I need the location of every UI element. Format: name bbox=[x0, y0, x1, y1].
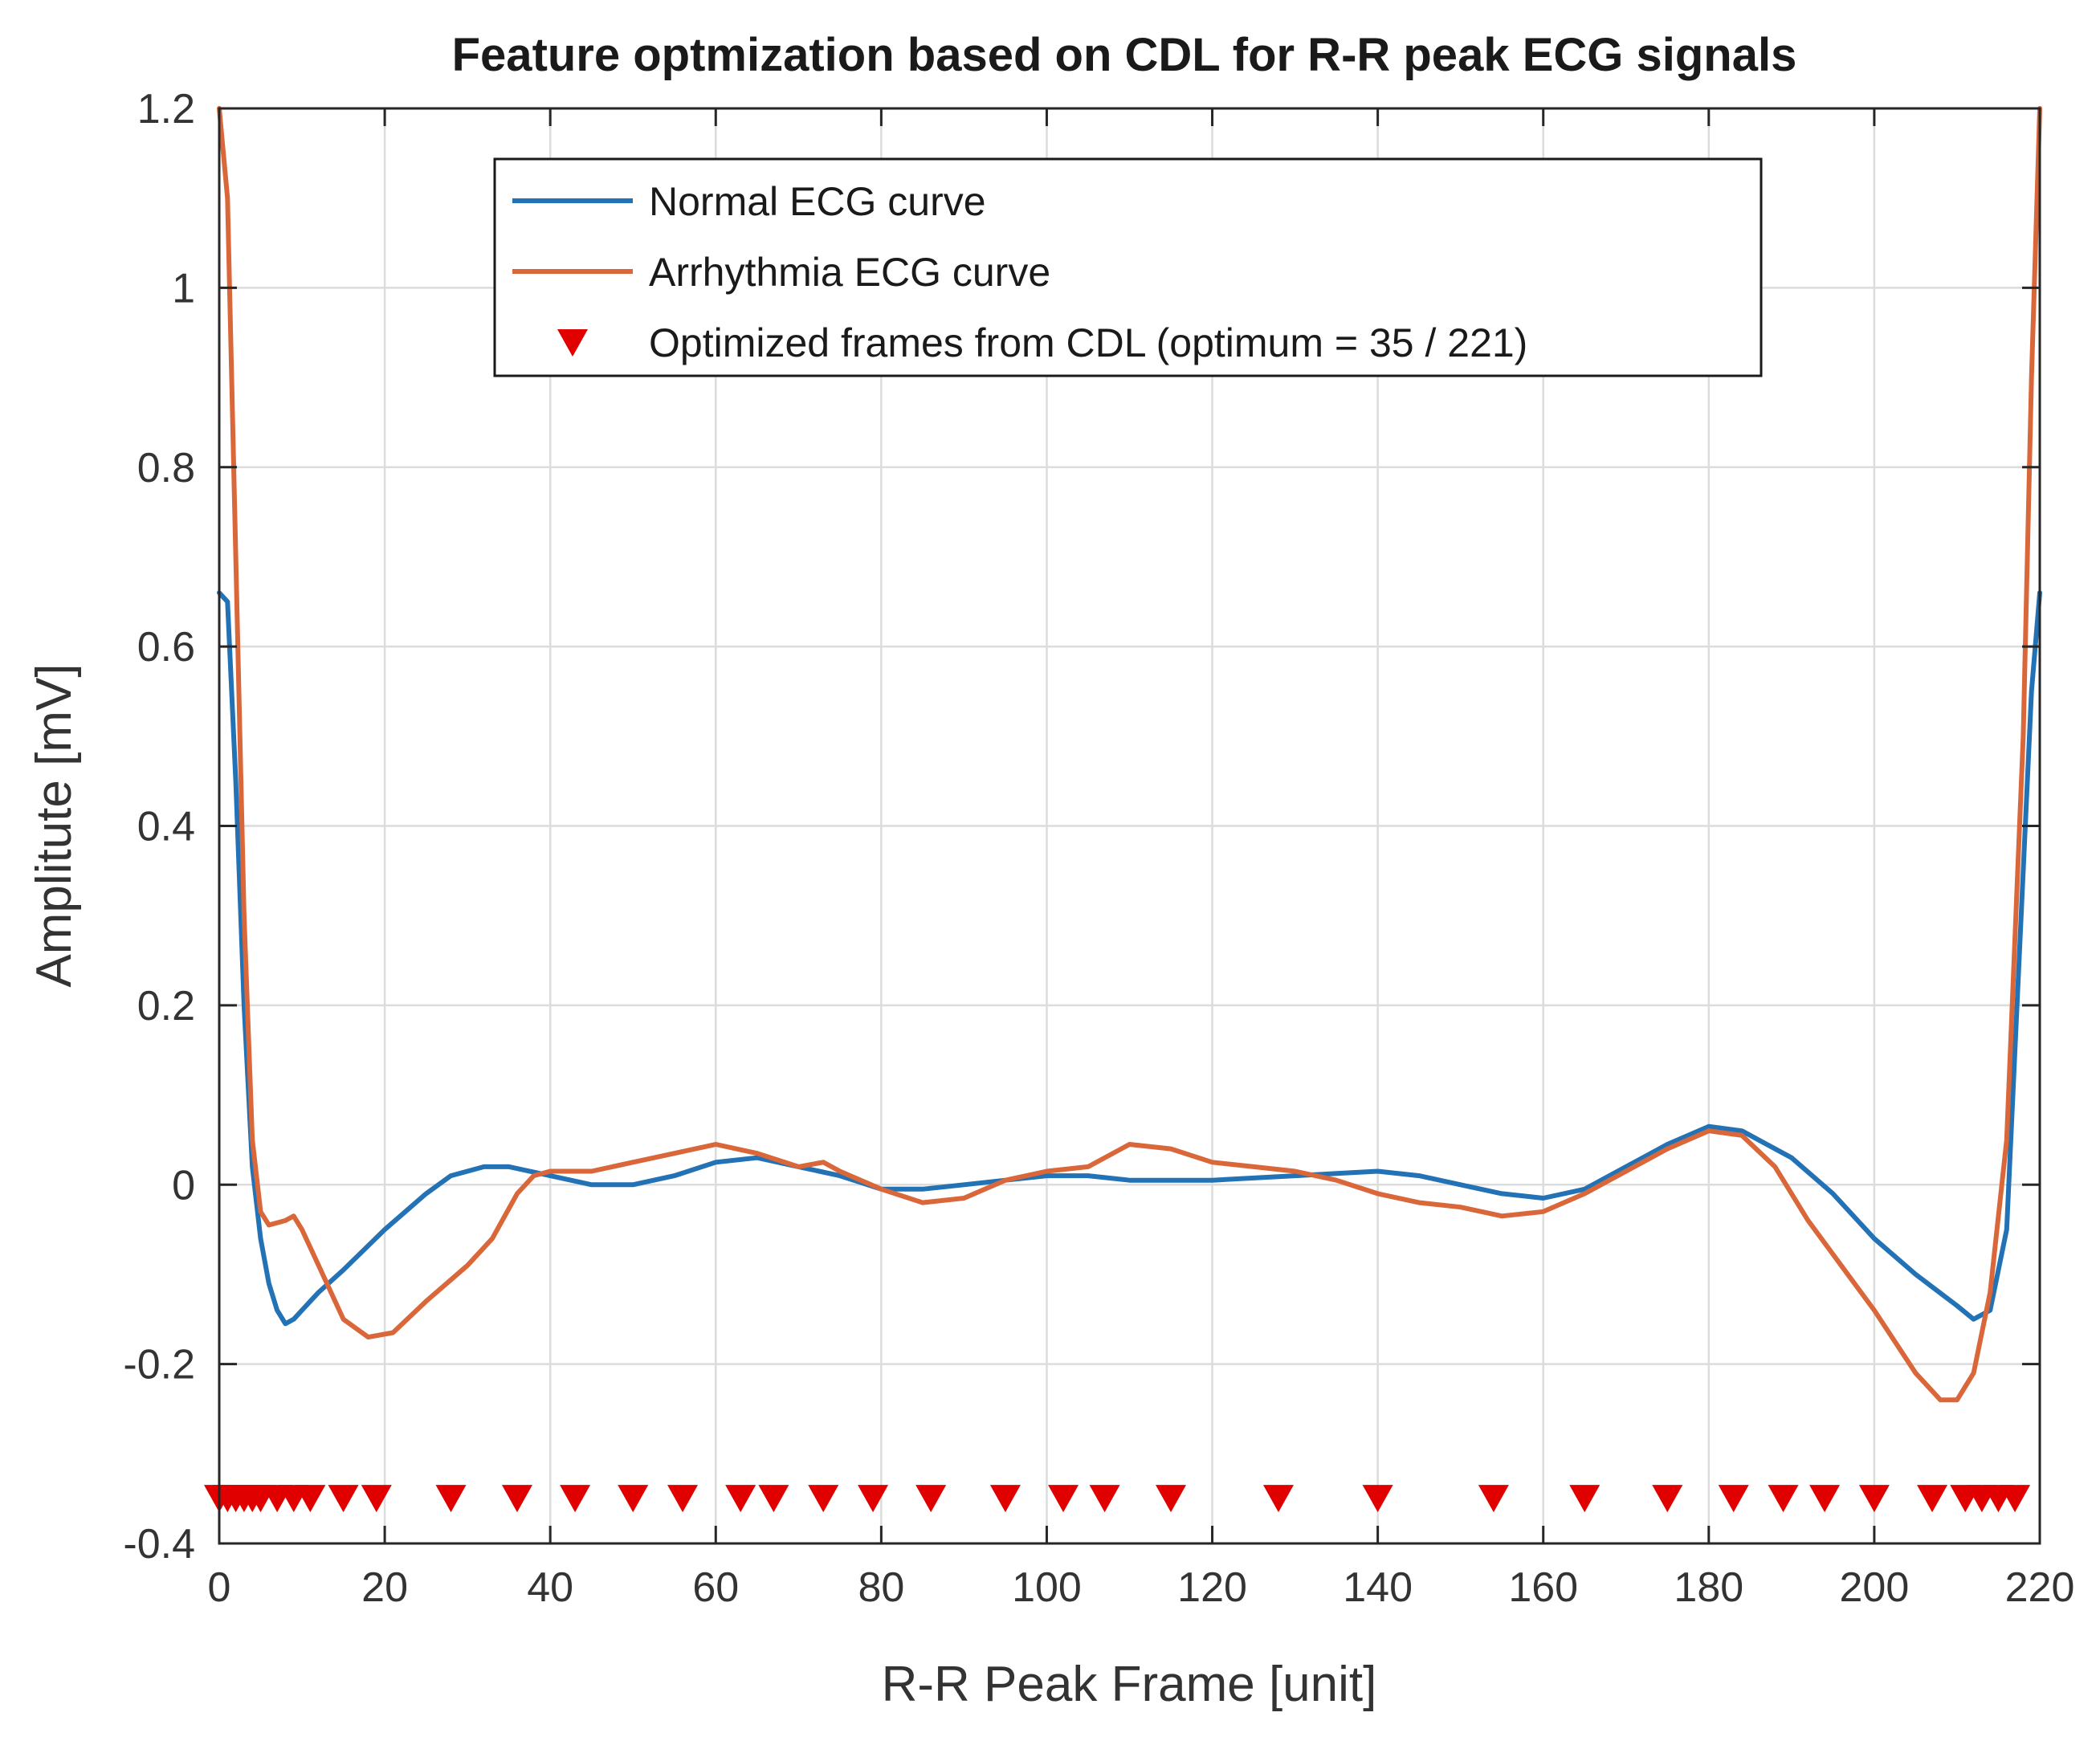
optimized-frame-marker bbox=[915, 1485, 947, 1513]
y-tick-labels: -0.4 -0.2 0 0.2 0.4 0.6 0.8 1 1.2 bbox=[123, 86, 195, 1568]
optimized-frame-marker bbox=[1048, 1485, 1079, 1513]
optimized-frame-marker bbox=[1858, 1485, 1890, 1513]
optimized-frame-marker bbox=[1768, 1485, 1799, 1513]
x-tick-label: 40 bbox=[527, 1564, 573, 1611]
x-tick-label: 0 bbox=[208, 1564, 231, 1611]
optimized-frame-marker bbox=[1569, 1485, 1600, 1513]
optimized-frame-marker bbox=[1652, 1485, 1683, 1513]
optimized-frame-marker bbox=[328, 1485, 359, 1513]
optimized-frame-marker bbox=[560, 1485, 591, 1513]
y-tick-label: -0.2 bbox=[123, 1342, 195, 1388]
x-tick-label: 120 bbox=[1177, 1564, 1247, 1611]
optimized-frame-marker bbox=[989, 1485, 1021, 1513]
x-tick-labels: 0 20 40 60 80 100 120 140 160 180 200 220 bbox=[208, 1564, 2075, 1611]
optimized-frame-marker bbox=[1262, 1485, 1294, 1513]
optimized-frame-marker bbox=[1362, 1485, 1393, 1513]
y-tick-label: 0.8 bbox=[137, 445, 195, 491]
y-tick-label: 0.4 bbox=[137, 804, 195, 850]
y-tick-label: 1 bbox=[172, 265, 195, 312]
x-axis-label: R-R Peak Frame [unit] bbox=[882, 1657, 1377, 1712]
y-tick-label: 0.2 bbox=[137, 983, 195, 1030]
optimized-frame-marker bbox=[361, 1485, 392, 1513]
optimized-frame-marker bbox=[808, 1485, 839, 1513]
optimized-frame-marker bbox=[858, 1485, 889, 1513]
optimized-frame-marker bbox=[667, 1485, 699, 1513]
legend: Normal ECG curve Arrhythmia ECG curve Op… bbox=[493, 157, 1763, 377]
x-tick-label: 160 bbox=[1508, 1564, 1578, 1611]
arrhythmia-ecg-line bbox=[217, 106, 2042, 1403]
optimized-frame-marker bbox=[618, 1485, 649, 1513]
y-tick-label: 0.6 bbox=[137, 624, 195, 671]
optimized-frame-marker bbox=[501, 1485, 532, 1513]
x-tick-label: 140 bbox=[1343, 1564, 1413, 1611]
optimized-frame-marker bbox=[435, 1485, 467, 1513]
optimized-frame-marker bbox=[1156, 1485, 1187, 1513]
x-tick-label: 200 bbox=[1840, 1564, 1910, 1611]
optimized-frame-marker bbox=[725, 1485, 756, 1513]
x-tick-label: 20 bbox=[361, 1564, 408, 1611]
y-tick-label: -0.4 bbox=[123, 1521, 195, 1568]
axis-ticks bbox=[218, 107, 2041, 1545]
legend-marker-optimized bbox=[557, 329, 588, 357]
chart-title: Feature optmization based on CDL for R-R… bbox=[452, 29, 1797, 81]
optimized-frame-marker bbox=[295, 1485, 326, 1513]
optimized-frame-marker bbox=[1478, 1485, 1509, 1513]
legend-box bbox=[493, 157, 1763, 377]
optimized-frame-marker bbox=[2000, 1485, 2031, 1513]
optimized-frame-marker bbox=[1809, 1485, 1841, 1513]
y-tick-label: 0 bbox=[172, 1162, 195, 1209]
x-tick-label: 80 bbox=[858, 1564, 904, 1611]
normal-ecg-line bbox=[217, 590, 2042, 1327]
x-tick-label: 220 bbox=[2005, 1564, 2075, 1611]
optimized-frame-marker bbox=[1718, 1485, 1749, 1513]
y-axis-label: Amplitute [mV] bbox=[27, 663, 82, 987]
x-tick-label: 60 bbox=[692, 1564, 739, 1611]
legend-label-arrhythmia: Arrhythmia ECG curve bbox=[649, 250, 1050, 295]
x-tick-label: 180 bbox=[1674, 1564, 1743, 1611]
legend-label-optimized: Optimized frames from CDL (optimum = 35 … bbox=[649, 320, 1527, 365]
legend-label-normal: Normal ECG curve bbox=[649, 179, 986, 224]
optimized-frame-marker bbox=[1917, 1485, 1948, 1513]
x-tick-label: 100 bbox=[1012, 1564, 1082, 1611]
optimized-frame-marker bbox=[758, 1485, 789, 1513]
y-tick-label: 1.2 bbox=[137, 86, 195, 133]
optimized-frame-marker bbox=[1089, 1485, 1120, 1513]
